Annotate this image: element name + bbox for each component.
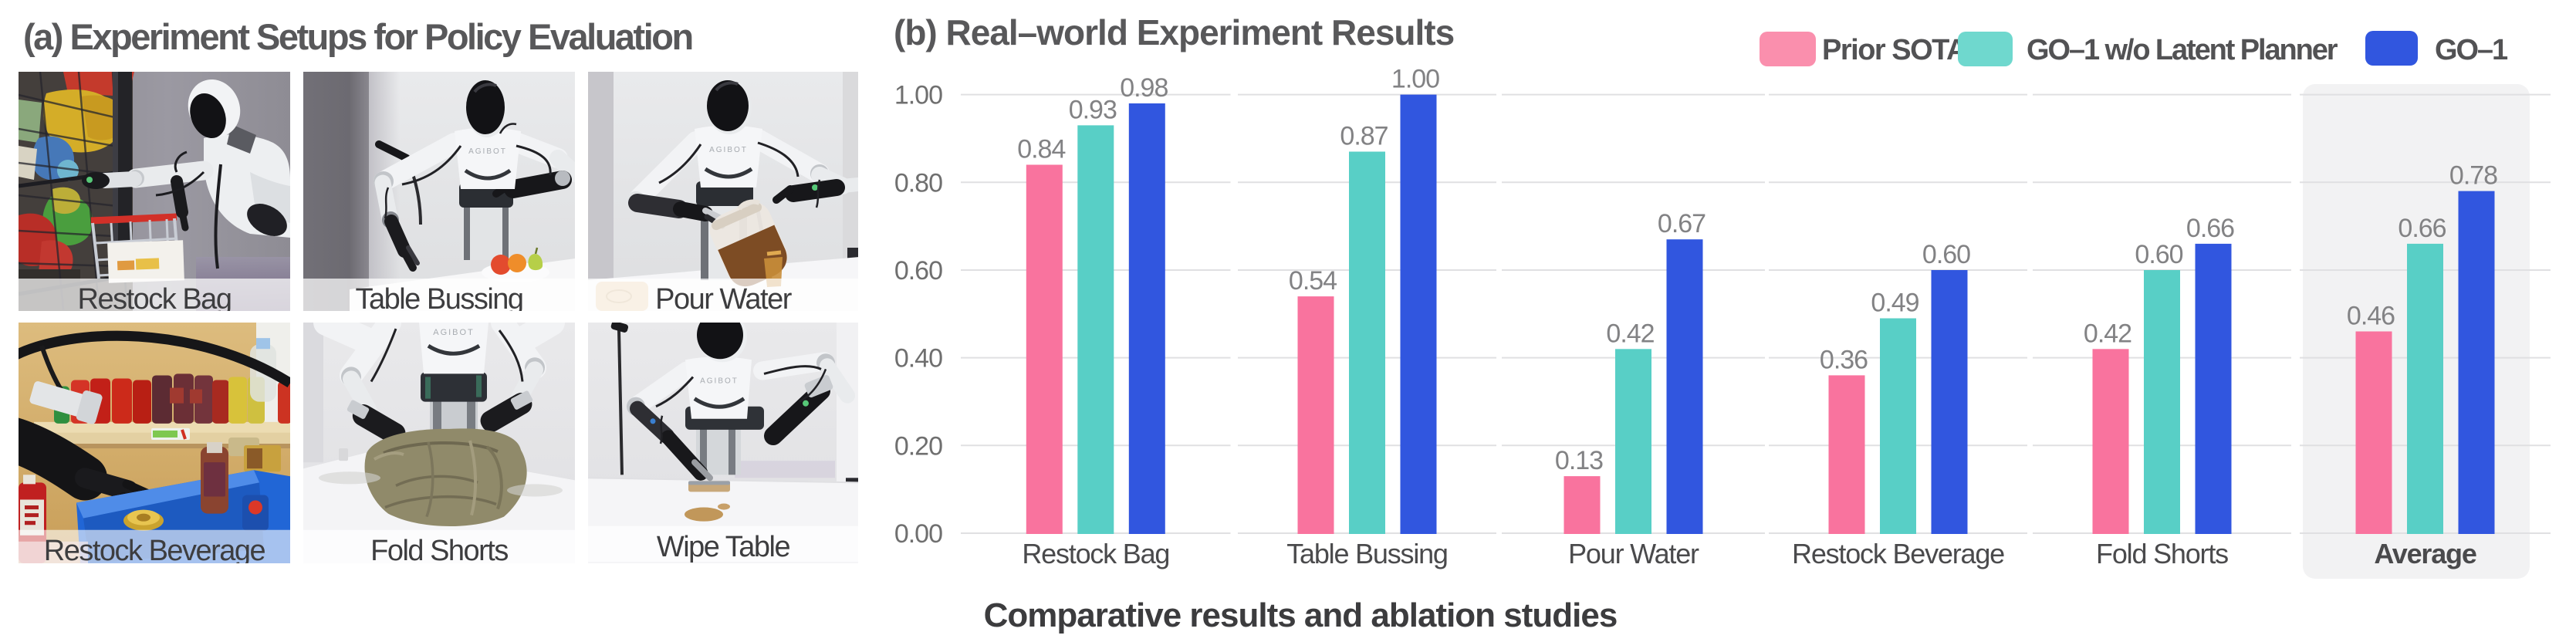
svg-text:Comparative results and ablati: Comparative results and ablation studies — [984, 596, 1618, 634]
svg-text:1.00: 1.00 — [1391, 65, 1439, 94]
svg-text:0.00: 0.00 — [894, 519, 942, 549]
svg-text:Wipe Table: Wipe Table — [657, 530, 790, 563]
svg-text:0.49: 0.49 — [1871, 289, 1918, 318]
svg-text:0.42: 0.42 — [2084, 319, 2131, 348]
svg-text:AGIBOT: AGIBOT — [709, 146, 748, 154]
svg-text:0.40: 0.40 — [894, 344, 942, 373]
svg-text:0.80: 0.80 — [894, 168, 942, 198]
svg-text:Prior SOTA: Prior SOTA — [1822, 34, 1967, 66]
svg-text:Pour Water: Pour Water — [655, 283, 793, 316]
svg-text:0.54: 0.54 — [1289, 266, 1337, 296]
svg-text:(b) Real–world Experiment Resu: (b) Real–world Experiment Results — [894, 12, 1454, 52]
svg-text:AGIBOT: AGIBOT — [433, 328, 474, 337]
svg-text:Restock Beverage: Restock Beverage — [44, 534, 265, 567]
svg-text:0.20: 0.20 — [894, 431, 942, 461]
svg-text:0.60: 0.60 — [894, 256, 942, 286]
svg-text:0.46: 0.46 — [2347, 302, 2395, 331]
svg-text:Table Bussing: Table Bussing — [355, 283, 522, 316]
svg-text:Restock Beverage: Restock Beverage — [1792, 538, 2004, 569]
svg-text:Table Bussing: Table Bussing — [1286, 538, 1448, 569]
svg-text:0.36: 0.36 — [1820, 345, 1868, 374]
svg-text:0.13: 0.13 — [1555, 446, 1603, 475]
svg-text:Pour Water: Pour Water — [1568, 538, 1699, 569]
svg-text:0.42: 0.42 — [1606, 319, 1654, 348]
svg-text:0.66: 0.66 — [2186, 214, 2234, 243]
svg-text:0.60: 0.60 — [2135, 240, 2182, 269]
svg-text:0.67: 0.67 — [1658, 209, 1706, 238]
svg-text:AGIBOT: AGIBOT — [468, 147, 507, 156]
svg-text:AGIBOT: AGIBOT — [700, 377, 739, 385]
svg-text:0.84: 0.84 — [1017, 135, 1065, 164]
svg-text:Restock Bag: Restock Bag — [78, 283, 232, 316]
svg-text:0.66: 0.66 — [2398, 214, 2446, 243]
svg-text:0.98: 0.98 — [1120, 73, 1168, 103]
svg-text:0.60: 0.60 — [1922, 240, 1970, 269]
svg-text:0.93: 0.93 — [1069, 95, 1117, 124]
svg-text:Fold Shorts: Fold Shorts — [2096, 538, 2228, 569]
svg-text:1.00: 1.00 — [894, 81, 942, 110]
svg-text:0.87: 0.87 — [1340, 122, 1388, 151]
svg-text:GO–1 w/o Latent Planner: GO–1 w/o Latent Planner — [2027, 34, 2338, 66]
svg-text:Restock Bag: Restock Bag — [1022, 538, 1169, 569]
svg-text:GO–1: GO–1 — [2435, 34, 2508, 66]
svg-text:Average: Average — [2374, 538, 2476, 569]
svg-text:Fold Shorts: Fold Shorts — [370, 534, 508, 567]
svg-text:(a) Experiment Setups for Poli: (a) Experiment Setups for Policy Evaluat… — [23, 16, 692, 57]
svg-text:0.78: 0.78 — [2449, 161, 2497, 191]
